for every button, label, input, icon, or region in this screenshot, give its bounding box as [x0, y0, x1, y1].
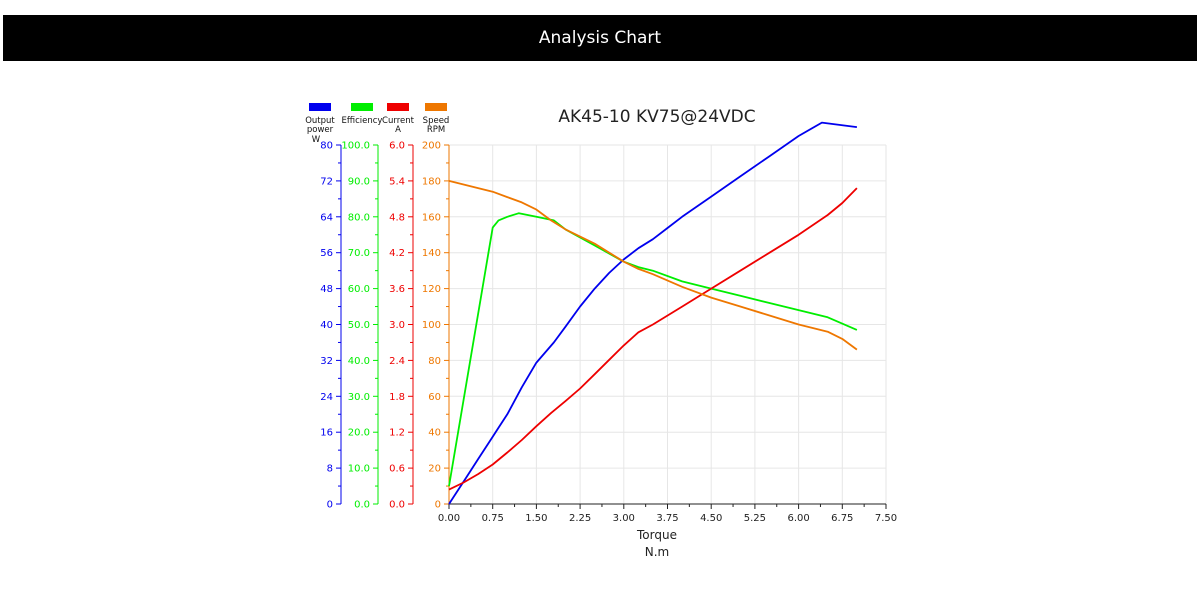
current-tick-label: 3.6 — [389, 284, 405, 295]
x-tick-label: 2.25 — [569, 513, 591, 524]
efficiency-legend-label: Efficiency — [342, 116, 383, 126]
efficiency-tick-label: 90.0 — [348, 176, 370, 187]
x-tick-label: 0.75 — [482, 513, 504, 524]
x-axis-unit: N.m — [645, 545, 669, 559]
current-tick-label: 3.0 — [389, 320, 405, 331]
current-legend-swatch — [387, 103, 409, 111]
x-tick-label: 4.50 — [700, 513, 722, 524]
current-tick-label: 5.4 — [389, 176, 405, 187]
power-series-line — [448, 121, 858, 505]
speed-tick-label: 180 — [422, 176, 441, 187]
current-tick-label: 6.0 — [389, 141, 405, 152]
power-tick-label: 56 — [320, 248, 333, 259]
current-tick-label: 0.0 — [389, 500, 405, 511]
speed-series-line — [448, 180, 858, 351]
power-tick-label: 48 — [320, 284, 333, 295]
current-legend-label: Current — [382, 116, 415, 126]
power-tick-label: 24 — [320, 392, 333, 403]
y-axes: 0 8 16 24 32 40 48 56 64 72 80 0.0 10.0 20.0 30.0 40.0 5… — [320, 141, 450, 511]
speed-tick-label: 40 — [428, 428, 441, 439]
power-tick-label: 8 — [327, 464, 333, 475]
efficiency-tick-label: 100.0 — [341, 141, 370, 152]
page-header: Analysis Chart — [3, 15, 1197, 61]
power-legend-label: Output — [305, 116, 335, 126]
current-tick-label: 0.6 — [389, 464, 405, 475]
chart-title: AK45-10 KV75@24VDC — [558, 107, 755, 127]
x-tick-label: 0.00 — [438, 513, 460, 524]
current-tick-label: 4.2 — [389, 248, 405, 259]
x-tick-label: 3.75 — [656, 513, 678, 524]
speed-legend-unit: RPM — [427, 125, 445, 135]
chart-container: AK45-10 KV75@24VDC 0 8 16 24 32 40 48 56 64 72 80 0… — [0, 61, 1200, 586]
efficiency-tick-label: 40.0 — [348, 356, 370, 367]
efficiency-tick-label: 0.0 — [354, 500, 370, 511]
speed-tick-label: 200 — [422, 141, 441, 152]
speed-tick-label: 160 — [422, 212, 441, 223]
current-tick-label: 4.8 — [389, 212, 405, 223]
power-tick-label: 72 — [320, 176, 333, 187]
power-tick-label: 40 — [320, 320, 333, 331]
power-tick-label: 64 — [320, 212, 333, 223]
speed-tick-label: 0 — [435, 500, 441, 511]
x-tick-label: 6.00 — [787, 513, 809, 524]
power-tick-label: 0 — [327, 500, 333, 511]
x-tick-label: 1.50 — [525, 513, 547, 524]
current-tick-label: 1.8 — [389, 392, 405, 403]
x-tick-label: 7.50 — [875, 513, 897, 524]
power-tick-label: 32 — [320, 356, 333, 367]
speed-legend-label: Speed — [423, 116, 450, 126]
series-lines — [448, 121, 858, 505]
current-series-line — [448, 187, 858, 491]
speed-tick-label: 120 — [422, 284, 441, 295]
efficiency-tick-label: 20.0 — [348, 428, 370, 439]
speed-tick-label: 100 — [422, 320, 441, 331]
efficiency-series-line — [448, 212, 858, 487]
efficiency-legend-swatch — [351, 103, 373, 111]
efficiency-tick-label: 70.0 — [348, 248, 370, 259]
x-tick-label: 5.25 — [744, 513, 766, 524]
efficiency-tick-label: 30.0 — [348, 392, 370, 403]
efficiency-tick-label: 50.0 — [348, 320, 370, 331]
efficiency-tick-label: 60.0 — [348, 284, 370, 295]
power-legend-label: power — [307, 125, 334, 135]
efficiency-tick-label: 10.0 — [348, 464, 370, 475]
speed-tick-label: 20 — [428, 464, 441, 475]
x-axis-label: Torque — [636, 528, 677, 542]
power-tick-label: 16 — [320, 428, 333, 439]
x-tick-label: 6.75 — [831, 513, 853, 524]
speed-legend-swatch — [425, 103, 447, 111]
x-tick-label: 3.00 — [613, 513, 635, 524]
efficiency-tick-label: 80.0 — [348, 212, 370, 223]
power-legend-swatch — [309, 103, 331, 111]
speed-tick-label: 140 — [422, 248, 441, 259]
speed-tick-label: 60 — [428, 392, 441, 403]
current-tick-label: 1.2 — [389, 428, 405, 439]
current-tick-label: 2.4 — [389, 356, 405, 367]
x-axis: 0.00 0.75 1.50 2.25 3.00 3.75 4.50 5.25 6.00 6.75… — [438, 503, 897, 524]
page-title: Analysis Chart — [538, 28, 662, 48]
speed-tick-label: 80 — [428, 356, 441, 367]
power-legend-unit: W — [312, 135, 321, 145]
analysis-chart: AK45-10 KV75@24VDC 081624324048566472800… — [305, 103, 897, 559]
power-tick-label: 80 — [320, 141, 333, 152]
current-legend-unit: A — [395, 125, 401, 135]
